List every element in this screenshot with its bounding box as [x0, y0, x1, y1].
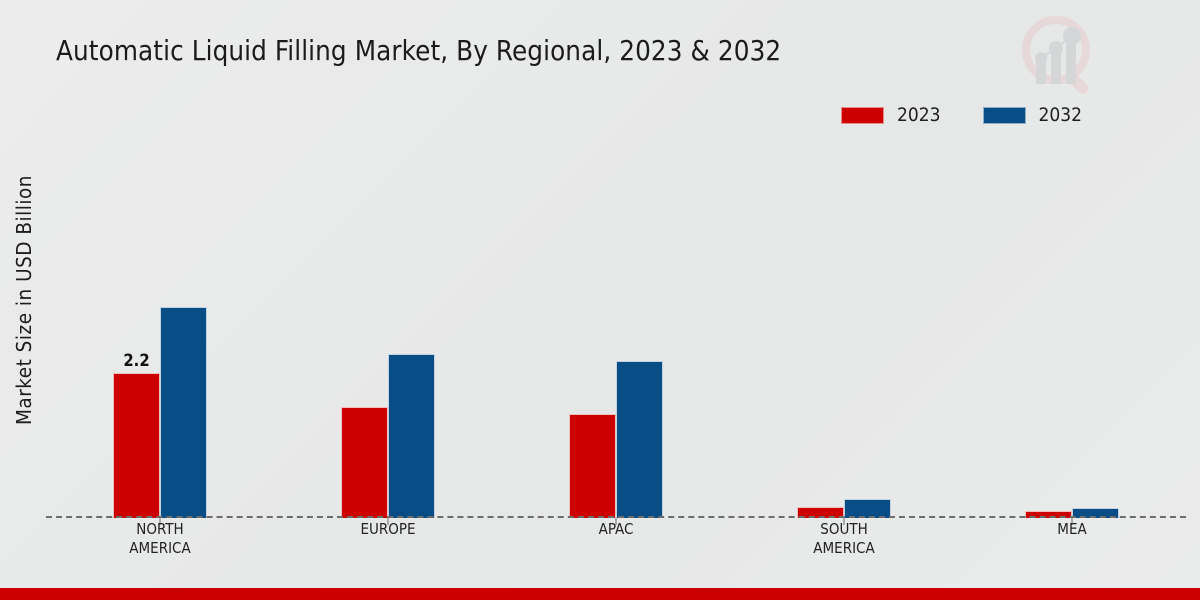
bars [341, 140, 435, 518]
bar-europe-2032[interactable] [388, 354, 435, 518]
bar-group-apac [502, 140, 730, 525]
legend-item-2023[interactable]: 2023 [841, 104, 941, 126]
bar-apac-2023[interactable] [569, 414, 616, 518]
x-label-line: EUROPE [360, 520, 416, 538]
legend-label-2032: 2032 [1038, 104, 1083, 126]
plot-area: 2.2 [46, 140, 1186, 525]
bar-group-mea [958, 140, 1186, 525]
x-label-line: NORTH [136, 520, 184, 538]
x-label-apac: APAC [502, 520, 730, 558]
bar-mea-2032[interactable] [1072, 508, 1119, 518]
bar-mea-2023[interactable] [1025, 511, 1072, 518]
bar-value-north-america-2023: 2.2 [123, 351, 150, 370]
x-label-mea: MEA [958, 520, 1186, 558]
chart-legend: 2023 2032 [841, 104, 1082, 126]
x-label-line: SOUTH [820, 520, 868, 538]
y-axis-title: Market Size in USD Billion [12, 175, 36, 425]
legend-swatch-2032 [982, 106, 1026, 124]
bar-group-north-america: 2.2 [46, 140, 274, 525]
legend-item-2032[interactable]: 2032 [982, 104, 1083, 126]
x-axis-baseline [46, 516, 1186, 518]
chart-title: Automatic Liquid Filling Market, By Regi… [56, 35, 782, 67]
bar-europe-2023[interactable] [341, 407, 388, 518]
x-label-north-america: NORTH AMERICA [46, 520, 274, 558]
bar-groups: 2.2 [46, 140, 1186, 525]
legend-swatch-2023 [841, 106, 884, 124]
tick-north-america [159, 518, 161, 525]
bars [797, 140, 891, 518]
x-label-europe: EUROPE [274, 520, 502, 558]
bars: 2.2 [113, 140, 207, 518]
tick-apac [615, 518, 617, 525]
bar-north-america-2023[interactable]: 2.2 [113, 351, 160, 518]
x-label-line: APAC [598, 520, 634, 538]
tick-south-america [843, 518, 845, 525]
magnifier-bar-chart-icon [1022, 16, 1090, 95]
bar-south-america-2032[interactable] [844, 499, 891, 518]
bar-apac-2032[interactable] [616, 361, 663, 518]
bar-south-america-2023[interactable] [797, 507, 844, 518]
x-label-line: MEA [1057, 520, 1087, 538]
x-label-line: AMERICA [813, 539, 875, 557]
bars [569, 140, 663, 518]
footer-accent-bar [0, 588, 1200, 600]
bar-group-south-america [730, 140, 958, 525]
x-label-line: AMERICA [129, 539, 191, 557]
bar-group-europe [274, 140, 502, 525]
bar-north-america-2032[interactable] [160, 307, 207, 518]
tick-europe [387, 518, 389, 525]
tick-mea [1071, 518, 1073, 525]
x-axis-labels: NORTH AMERICA EUROPE APAC SOUTH AMERICA … [46, 520, 1186, 558]
bars [1025, 140, 1119, 518]
legend-label-2023: 2023 [897, 104, 941, 126]
x-label-south-america: SOUTH AMERICA [730, 520, 958, 558]
